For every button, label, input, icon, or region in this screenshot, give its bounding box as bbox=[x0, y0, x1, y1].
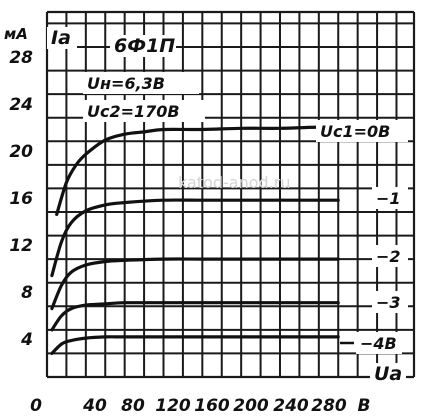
series-label-3-bg bbox=[372, 291, 408, 313]
x-tick-label: В bbox=[358, 396, 371, 416]
y-axis-label: Iа bbox=[51, 27, 71, 49]
annotations: Iа 6Ф1П Uн=6,3В Uс2=170В Uс1=0В −1 −2 −3 −4В Uа bbox=[47, 27, 408, 385]
series-label-3: −3 bbox=[376, 293, 401, 312]
series-label-2-bg bbox=[372, 245, 408, 267]
chart-title: 6Ф1П bbox=[114, 35, 175, 57]
x-axis-label-bg bbox=[370, 363, 406, 385]
condition-heater-voltage-bg bbox=[83, 72, 199, 94]
series-line-0 bbox=[55, 125, 340, 216]
x-tick-label: 280 bbox=[311, 396, 347, 416]
y-tick-label: 24 bbox=[9, 95, 33, 115]
x-tick-label: 200 bbox=[233, 396, 269, 416]
condition-screen-voltage: Uс2=170В bbox=[87, 102, 180, 121]
curves bbox=[50, 125, 340, 355]
y-axis-label-bg bbox=[47, 27, 77, 49]
y-tick-label: 4 bbox=[20, 330, 33, 350]
x-tick-label: 40 bbox=[82, 396, 107, 416]
series-line-3 bbox=[50, 301, 340, 332]
watermark: katod-anod.ru bbox=[178, 173, 290, 192]
x-tick-label: 240 bbox=[273, 396, 309, 416]
y-tick-label: 12 bbox=[9, 236, 33, 256]
x-tick-label: 0 bbox=[30, 396, 42, 416]
x-tick-label: 80 bbox=[121, 396, 145, 416]
series-label-4: −4В bbox=[360, 334, 397, 353]
series-label-1: −1 bbox=[376, 189, 401, 208]
y-unit-label: мА bbox=[4, 25, 28, 43]
y-tick-label: 20 bbox=[9, 142, 33, 162]
y-tick-label: 8 bbox=[21, 283, 33, 303]
x-axis-label: Uа bbox=[374, 363, 402, 385]
x-tick-label: 160 bbox=[194, 396, 230, 416]
y-tick-label: 28 bbox=[9, 48, 33, 68]
y-tick-label: 16 bbox=[9, 189, 33, 209]
series-label-2: −2 bbox=[376, 247, 401, 266]
chart-title-bg bbox=[110, 35, 176, 57]
grid bbox=[45, 10, 416, 379]
series-label-0: Uс1=0В bbox=[320, 122, 390, 141]
series-line-1 bbox=[50, 198, 340, 278]
x-tick-label: 120 bbox=[155, 396, 191, 416]
series-label-4-bg bbox=[356, 332, 402, 354]
condition-heater-voltage: Uн=6,3В bbox=[87, 74, 165, 93]
series-line-2 bbox=[50, 257, 340, 311]
series-label-1-bg bbox=[372, 187, 408, 209]
series-label-0-bg bbox=[316, 120, 408, 142]
condition-screen-voltage-bg bbox=[83, 100, 205, 122]
series-line-4 bbox=[50, 335, 340, 355]
